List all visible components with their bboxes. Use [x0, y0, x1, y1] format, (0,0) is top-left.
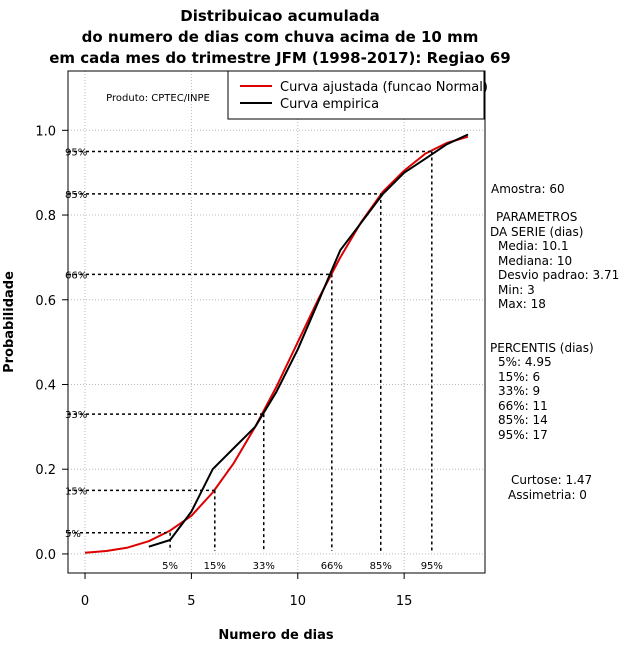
percentile-y-label: 33%	[65, 410, 87, 421]
percentile-y-label: 95%	[65, 147, 87, 158]
chart-title-line-1: Distribuicao acumulada	[180, 7, 380, 25]
empirical-curve	[148, 133, 469, 548]
legend-label-fitted: Curva ajustada (funcao Normal)	[280, 80, 488, 95]
percentile-x-label: 33%	[253, 561, 275, 572]
x-tick-label: 15	[396, 594, 413, 609]
percentile-y-label: 66%	[65, 270, 87, 281]
y-tick-label: 0.4	[35, 378, 56, 393]
stat-min: Min: 3	[498, 283, 535, 297]
stat-max: Max: 18	[498, 297, 546, 311]
plot-frame	[67, 70, 486, 574]
chart-title-line-3: em cada mes do trimestre JFM (1998-2017)…	[49, 49, 511, 67]
stat-p66: 66%: 11	[498, 399, 548, 413]
y-tick-label: 0.8	[35, 209, 56, 224]
percentile-x-label: 5%	[162, 561, 178, 572]
percentile-y-label: 5%	[65, 529, 81, 540]
stat-p15: 15%: 6	[498, 370, 541, 384]
y-tick-label: 0.6	[35, 294, 56, 309]
product-label: Produto: CPTEC/INPE	[106, 93, 210, 104]
x-tick-label: 0	[81, 594, 89, 609]
stat-std: Desvio padrao: 3.71	[498, 268, 620, 282]
percentile-y-label: 15%	[65, 486, 87, 497]
stat-p33: 33%: 9	[498, 384, 541, 398]
stat-sample: Amostra: 60	[491, 182, 565, 196]
grid-layer	[68, 71, 485, 573]
y-tick-label: 1.0	[35, 124, 56, 139]
x-tick-label: 5	[187, 594, 195, 609]
legend-box	[227, 70, 485, 120]
stat-skewness: Assimetria: 0	[508, 488, 587, 502]
percentile-x-label: 95%	[421, 561, 443, 572]
fitted-normal-curve	[84, 135, 469, 554]
stat-percentis-title: PERCENTIS (dias)	[490, 341, 594, 355]
percentile-x-label: 66%	[321, 561, 343, 572]
percentile-y-label: 85%	[65, 190, 87, 201]
stat-p85: 85%: 14	[498, 413, 548, 427]
x-axis-label: Numero de dias	[218, 628, 334, 643]
axis-layer: 0 5 10 15 0.0 0.2 0.4 0.6 0.8 1.0	[35, 124, 412, 609]
stat-mean: Media: 10.1	[498, 239, 569, 253]
stat-kurtosis: Curtose: 1.47	[511, 473, 593, 487]
stat-p5: 5%: 4.95	[498, 355, 552, 369]
chart-title-line-2: do numero de dias com chuva acima de 10 …	[81, 28, 479, 46]
percentile-x-label: 85%	[370, 561, 392, 572]
stat-median: Mediana: 10	[498, 254, 573, 268]
percentile-layer: 5% 5% 15% 15% 33% 33% 66% 66% 85% 85% 95% 95%	[65, 147, 443, 572]
percentile-x-label: 15%	[204, 561, 226, 572]
x-tick-label: 10	[290, 594, 307, 609]
y-tick-label: 0.0	[35, 548, 56, 563]
stat-p95: 95%: 17	[498, 428, 548, 442]
y-tick-label: 0.2	[35, 463, 56, 478]
legend-label-empirical: Curva empirica	[280, 97, 379, 112]
y-axis-label: Probabilidade	[2, 271, 17, 373]
legend: Curva ajustada (funcao Normal) Curva emp…	[227, 70, 488, 120]
stat-params-title-1: PARAMETROS	[496, 210, 578, 224]
stat-params-title-2: DA SERIE (dias)	[490, 225, 584, 239]
